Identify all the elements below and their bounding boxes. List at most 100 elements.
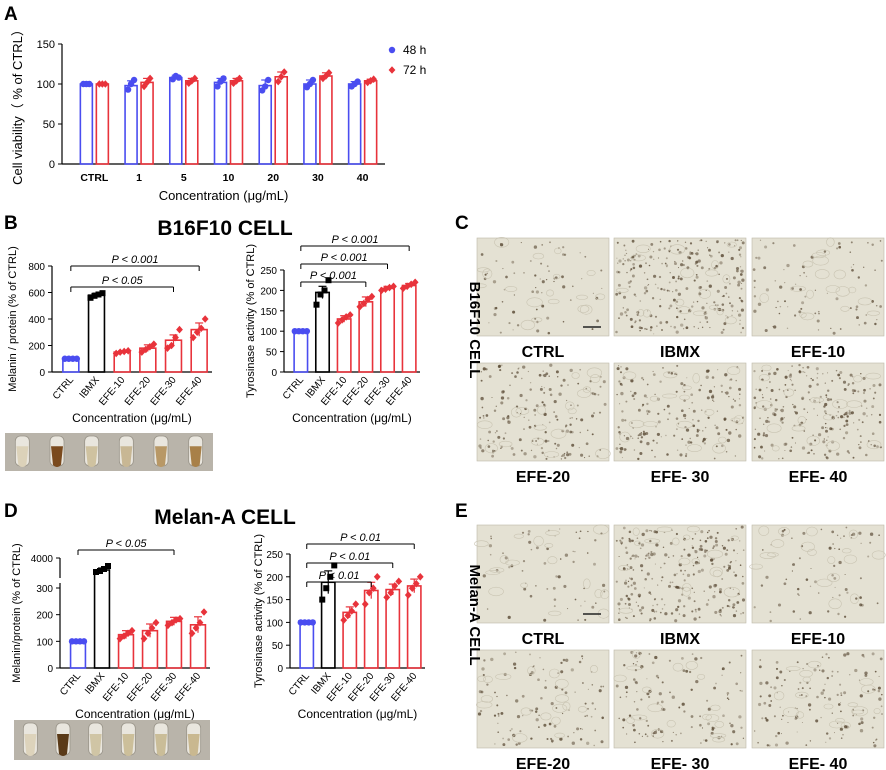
pigment-dot <box>838 548 841 551</box>
y-tick-label: 100 <box>266 618 283 629</box>
pigment-dot <box>740 726 743 729</box>
pigment-dot <box>663 247 666 250</box>
pigment-dot <box>770 700 773 702</box>
pigment-dot <box>878 697 882 701</box>
pigment-dot <box>837 612 840 616</box>
pigment-dot <box>691 545 693 547</box>
legend-marker <box>388 66 396 74</box>
pigment-dot <box>694 533 697 535</box>
cell-outline <box>615 287 629 293</box>
pigment-dot <box>493 714 497 717</box>
pigment-dot <box>622 307 624 309</box>
panel-letter-d: D <box>4 501 18 522</box>
micrograph-label: EFE-10 <box>791 344 845 361</box>
pigment-dot <box>571 443 575 447</box>
pigment-dot <box>555 707 558 709</box>
pigment-dot <box>848 409 851 412</box>
y-tick-label: 100 <box>36 637 53 648</box>
pigment-dot <box>636 660 638 663</box>
pigment-dot <box>651 449 653 452</box>
pigment-dot <box>783 417 785 419</box>
pigment-dot <box>667 418 669 421</box>
pigment-dot <box>479 416 482 419</box>
micrograph-label: EFE- 30 <box>651 469 710 486</box>
pigment-dot <box>806 411 809 413</box>
pigment-dot <box>825 412 827 415</box>
pigment-dot <box>645 554 648 557</box>
pigment-dot <box>739 266 742 268</box>
pigment-dot <box>696 300 699 303</box>
significance-label: P < 0.001 <box>310 270 357 282</box>
micrograph-label: EFE-10 <box>791 631 845 648</box>
x-axis-label: Concentration (μg/mL) <box>75 707 195 721</box>
pigment-dot <box>779 409 782 411</box>
pigment-dot <box>523 416 525 418</box>
cell-outline <box>711 260 719 270</box>
pigment-dot <box>679 453 683 457</box>
x-tick-label: 5 <box>181 172 187 184</box>
pigment-dot <box>620 366 622 368</box>
pigment-dot <box>500 711 504 715</box>
pigment-dot <box>675 417 679 420</box>
pigment-dot <box>509 384 511 387</box>
pigment-dot <box>542 374 544 376</box>
pigment-dot <box>527 530 531 533</box>
pigment-dot <box>753 279 756 283</box>
pigment-dot <box>679 569 683 572</box>
pigment-dot <box>843 424 846 428</box>
pigment-dot <box>736 239 739 242</box>
pigment-dot <box>572 550 574 553</box>
pigment-dot <box>663 288 666 292</box>
pigment-dot <box>803 408 806 411</box>
pigment-dot <box>498 364 502 368</box>
pigment-dot <box>810 377 812 380</box>
pigment-dot <box>623 567 625 570</box>
pigment-dot <box>872 384 876 387</box>
pigment-dot <box>765 718 769 722</box>
pigment-dot <box>539 278 541 280</box>
pigment-dot <box>487 445 491 448</box>
pigment-dot <box>569 368 573 373</box>
cell-outline <box>807 660 822 669</box>
pigment-dot <box>519 730 522 733</box>
pigment-dot <box>625 691 628 694</box>
pigment-dot <box>871 652 875 656</box>
pigment-dot <box>708 248 711 252</box>
pigment-dot <box>784 442 788 446</box>
pigment-dot <box>497 435 501 439</box>
pigment-dot <box>635 601 638 603</box>
cell-outline <box>549 668 560 679</box>
bar <box>303 83 317 165</box>
pigment-dot <box>662 367 664 369</box>
cell-outline <box>682 385 692 391</box>
cell-outline <box>841 548 852 554</box>
data-point <box>168 341 175 350</box>
data-point <box>352 600 360 608</box>
pigment-dot <box>480 371 482 373</box>
pigment-dot <box>777 731 781 735</box>
pigment-dot <box>846 652 850 656</box>
pigment-dot <box>521 570 524 572</box>
pigment-dot <box>713 558 715 560</box>
pigment-dot <box>835 297 839 301</box>
cell-outline <box>537 405 546 415</box>
pigment-dot <box>824 382 826 384</box>
pigment-dot <box>629 270 632 272</box>
pigment-dot <box>632 266 636 270</box>
cell-outline <box>552 703 568 713</box>
data-point <box>277 73 285 81</box>
pigment-dot <box>761 549 764 551</box>
pigment-dot <box>533 245 538 249</box>
pigment-dot <box>698 547 702 551</box>
pigment-dot <box>798 310 802 314</box>
pigment-dot <box>796 587 800 591</box>
pigment-dot <box>817 592 820 594</box>
pigment-dot <box>700 656 703 660</box>
pigment-dot <box>769 611 772 613</box>
pigment-dot <box>626 308 629 312</box>
pigment-dot <box>600 376 602 378</box>
pigment-dot <box>753 286 756 289</box>
data-point <box>346 311 354 319</box>
pigment-dot <box>576 727 580 731</box>
pigment-dot <box>859 694 863 698</box>
